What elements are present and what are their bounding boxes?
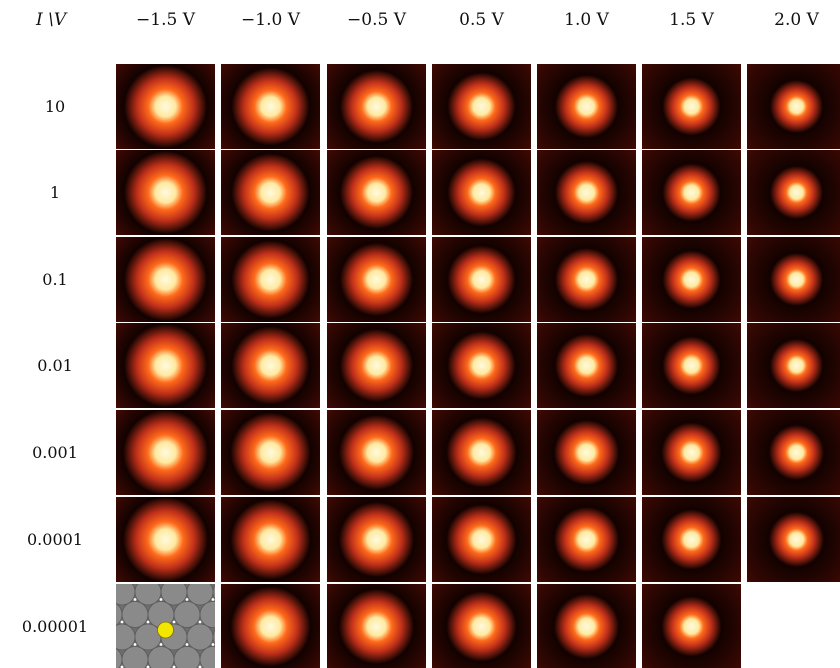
stm-image-tile [537, 150, 636, 235]
stm-image-tile [221, 237, 320, 322]
stm-image-tile [432, 323, 531, 408]
stm-image-tile [537, 410, 636, 495]
stm-image-tile [221, 410, 320, 495]
lattice-schematic [116, 584, 215, 668]
stm-image-tile [327, 323, 426, 408]
stm-image-tile [116, 497, 215, 582]
row-label: 0.1 [42, 269, 68, 289]
stm-image-tile [747, 497, 840, 582]
stm-image-tile [747, 237, 840, 322]
stm-image-tile [537, 237, 636, 322]
stm-image-tile [642, 497, 741, 582]
row-label: 10 [44, 96, 66, 116]
stm-image-tile [642, 323, 741, 408]
stm-image-tile [537, 584, 636, 668]
stm-image-tile [327, 410, 426, 495]
column-header: 1.0 V [564, 10, 609, 30]
stm-image-tile [432, 410, 531, 495]
stm-image-tile [432, 64, 531, 149]
stm-image-tile [642, 64, 741, 149]
stm-image-tile [432, 584, 531, 668]
stm-image-tile [747, 64, 840, 149]
column-header: −0.5 V [347, 10, 406, 30]
corner-label: I \V [36, 10, 67, 30]
row-label: 0.00001 [21, 616, 89, 636]
stm-image-tile [327, 584, 426, 668]
stm-image-tile [432, 237, 531, 322]
column-header: 0.5 V [459, 10, 504, 30]
column-header: −1.5 V [136, 10, 195, 30]
stm-image-tile [116, 323, 215, 408]
stm-image-tile [537, 497, 636, 582]
stm-image-tile [116, 150, 215, 235]
stm-image-tile [432, 150, 531, 235]
stm-image-tile [537, 64, 636, 149]
stm-image-tile [221, 323, 320, 408]
stm-image-tile [116, 237, 215, 322]
stm-image-tile [642, 150, 741, 235]
stm-image-tile [116, 410, 215, 495]
stm-image-tile [327, 497, 426, 582]
stm-image-tile [747, 410, 840, 495]
stm-image-tile [327, 150, 426, 235]
stm-image-tile [116, 64, 215, 149]
row-label: 0.01 [37, 355, 73, 375]
column-header: −1.0 V [241, 10, 300, 30]
adatom-marker [157, 621, 174, 639]
stm-image-tile [747, 150, 840, 235]
stm-image-tile [327, 237, 426, 322]
stm-image-tile [642, 584, 741, 668]
row-label: 1 [49, 182, 61, 202]
stm-image-tile [432, 497, 531, 582]
stm-image-tile [537, 323, 636, 408]
column-header: 2.0 V [774, 10, 819, 30]
stm-image-tile [327, 64, 426, 149]
stm-image-tile [221, 584, 320, 668]
stm-image-tile [221, 64, 320, 149]
row-label: 0.0001 [27, 529, 83, 549]
row-label: 0.001 [32, 442, 78, 462]
stm-image-tile [747, 323, 840, 408]
column-header: 1.5 V [669, 10, 714, 30]
stm-image-tile [642, 410, 741, 495]
stm-image-tile [642, 237, 741, 322]
stm-image-tile [221, 150, 320, 235]
stm-image-tile [221, 497, 320, 582]
